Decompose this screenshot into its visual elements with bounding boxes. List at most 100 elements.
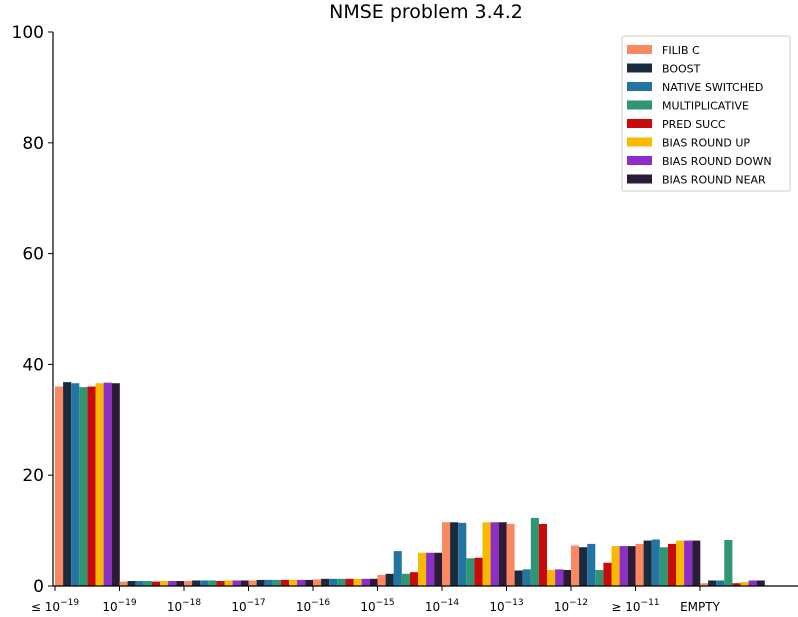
bar-bias-round-down-2 [232, 580, 241, 586]
bar-bias-round-up-1 [160, 581, 169, 586]
y-ticks-group: 0 20 40 60 80 100 [12, 23, 53, 597]
bar-bias-round-down-5 [426, 552, 435, 586]
bar-native-switched-8 [587, 543, 596, 586]
bar-bias-round-down-10 [748, 580, 757, 586]
bar-filib-c-10 [700, 583, 709, 586]
x-tick-label: 10−15 [360, 598, 394, 614]
bar-boost-4 [321, 578, 330, 586]
bar-native-switched-6 [458, 522, 467, 586]
legend-swatch [627, 156, 652, 165]
bar-bias-round-up-0 [95, 383, 104, 586]
bar-boost-0 [63, 382, 72, 586]
bar-bias-round-down-1 [168, 581, 177, 586]
bar-pred-succ-0 [87, 386, 96, 586]
bar-bias-round-near-8 [627, 546, 636, 586]
y-tick-label: 100 [12, 23, 44, 43]
bar-boost-2 [192, 580, 201, 586]
bar-bias-round-near-9 [692, 540, 701, 586]
x-tick-label: ≥ 10−11 [611, 598, 659, 614]
bar-native-switched-4 [329, 578, 338, 586]
bar-multiplicative-6 [466, 558, 475, 586]
bar-bias-round-near-6 [498, 522, 507, 586]
bar-pred-succ-9 [667, 543, 676, 586]
x-tick-label: ≤ 10−19 [31, 598, 79, 614]
bar-pred-succ-6 [474, 557, 483, 586]
bar-pred-succ-1 [151, 581, 160, 586]
y-tick-label: 0 [33, 577, 44, 597]
legend-label: BIAS ROUND NEAR [662, 174, 766, 187]
legend-swatch [627, 100, 652, 110]
bar-boost-1 [127, 581, 136, 586]
bar-pred-succ-3 [280, 579, 289, 586]
bar-multiplicative-9 [659, 547, 668, 586]
x-tick-label: 10−16 [296, 598, 331, 614]
bar-native-switched-7 [522, 569, 531, 586]
y-tick-label: 20 [22, 466, 44, 486]
bar-bias-round-up-6 [482, 522, 491, 586]
y-tick-label: 60 [22, 245, 44, 265]
bar-native-switched-10 [716, 580, 725, 586]
bar-native-switched-1 [135, 581, 144, 586]
legend-swatch [627, 119, 652, 128]
legend-label: MULTIPLICATIVE [662, 100, 749, 113]
bar-bias-round-up-7 [547, 569, 556, 586]
bar-bias-round-up-4 [353, 578, 362, 586]
bar-bias-round-up-5 [418, 552, 427, 586]
bar-bias-round-near-7 [563, 569, 572, 586]
bar-boost-3 [256, 579, 265, 586]
bar-pred-succ-7 [538, 523, 547, 586]
chart-title: NMSE problem 3.4.2 [329, 1, 523, 23]
bar-bias-round-near-1 [176, 581, 185, 586]
bar-bias-round-up-3 [289, 579, 298, 586]
bar-filib-c-7 [506, 523, 515, 586]
bar-boost-7 [514, 570, 523, 586]
legend-label: BIAS ROUND UP [662, 137, 750, 150]
bar-boost-9 [643, 540, 652, 586]
legend-label: BIAS ROUND DOWN [662, 155, 772, 168]
bar-multiplicative-5 [401, 573, 410, 586]
bar-bias-round-up-9 [676, 540, 685, 586]
bar-multiplicative-4 [337, 578, 346, 586]
bar-boost-6 [450, 522, 459, 586]
bar-bias-round-near-0 [111, 383, 120, 586]
bar-bias-round-up-8 [611, 546, 620, 586]
bar-multiplicative-3 [272, 579, 281, 586]
bar-boost-8 [579, 547, 588, 586]
y-tick-label: 80 [22, 134, 44, 154]
x-ticks-group: ≤ 10−19 10−19 10−18 10−17 10−16 10−15 10−14 10−… [31, 586, 721, 614]
bar-filib-c-4 [313, 579, 322, 586]
bar-bias-round-near-2 [240, 580, 249, 586]
bar-bias-round-down-7 [555, 569, 564, 586]
bar-bias-round-near-4 [369, 578, 378, 586]
x-tick-label: 10−12 [554, 598, 588, 614]
bar-multiplicative-10 [724, 540, 733, 586]
bar-filib-c-2 [184, 581, 193, 586]
bar-bias-round-near-3 [305, 579, 314, 586]
bar-pred-succ-4 [345, 578, 354, 586]
bar-boost-10 [708, 580, 717, 586]
legend-swatch [627, 174, 652, 184]
bar-bias-round-near-10 [756, 580, 765, 586]
bar-bias-round-down-0 [103, 382, 112, 586]
legend-swatch [627, 45, 652, 54]
x-tick-label: EMPTY [680, 600, 721, 614]
bar-multiplicative-0 [79, 387, 88, 586]
legend-label: PRED SUCC [662, 118, 726, 131]
legend-swatch [627, 63, 652, 73]
bar-filib-c-8 [571, 545, 580, 586]
bar-filib-c-5 [377, 574, 386, 586]
x-tick-label: 10−18 [167, 598, 202, 614]
legend-label: FILIB C [662, 44, 700, 57]
bar-multiplicative-2 [208, 580, 217, 586]
legend-label: BOOST [662, 63, 701, 76]
bar-native-switched-0 [71, 383, 80, 586]
bar-pred-succ-10 [732, 583, 741, 586]
bar-bias-round-down-9 [684, 540, 693, 586]
bar-native-switched-2 [200, 580, 209, 586]
bar-bias-round-up-10 [740, 582, 749, 586]
bar-multiplicative-7 [530, 517, 539, 586]
bar-bias-round-down-6 [490, 522, 499, 586]
bar-filib-c-0 [55, 386, 64, 586]
bar-pred-succ-5 [409, 572, 418, 586]
